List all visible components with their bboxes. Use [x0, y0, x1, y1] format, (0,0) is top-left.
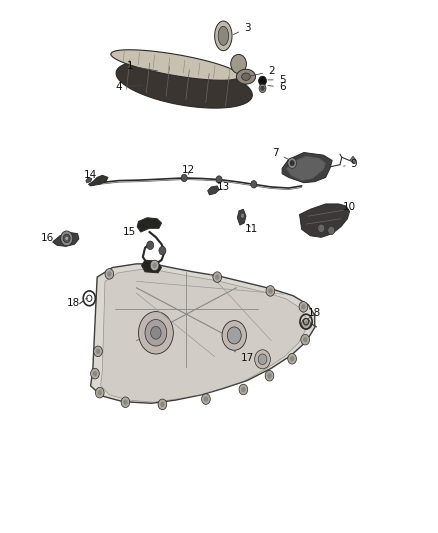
Text: 1: 1 [127, 61, 158, 71]
Circle shape [151, 326, 161, 339]
Circle shape [318, 224, 325, 232]
Circle shape [105, 269, 114, 279]
Text: 18: 18 [308, 308, 321, 319]
Polygon shape [88, 175, 108, 186]
Circle shape [94, 346, 102, 357]
Circle shape [231, 54, 247, 74]
Polygon shape [141, 260, 162, 273]
Circle shape [145, 319, 167, 346]
Circle shape [290, 160, 294, 166]
Polygon shape [208, 186, 219, 195]
Circle shape [215, 274, 219, 280]
Circle shape [266, 286, 275, 296]
Circle shape [303, 337, 307, 342]
Text: 2: 2 [250, 67, 275, 76]
Text: 11: 11 [245, 224, 258, 235]
Circle shape [213, 272, 222, 282]
Circle shape [261, 86, 264, 91]
Circle shape [159, 246, 166, 255]
Circle shape [251, 181, 257, 188]
Circle shape [98, 390, 102, 395]
Circle shape [222, 320, 247, 350]
Polygon shape [101, 270, 306, 402]
Text: 7: 7 [272, 148, 288, 159]
Text: 18: 18 [67, 297, 88, 308]
Text: 6: 6 [268, 82, 286, 92]
Circle shape [160, 402, 165, 407]
Circle shape [301, 304, 306, 310]
Circle shape [268, 288, 272, 294]
Circle shape [265, 370, 274, 381]
Circle shape [65, 237, 68, 240]
Circle shape [259, 84, 266, 93]
Polygon shape [282, 152, 332, 183]
Circle shape [240, 213, 245, 218]
Text: 4: 4 [116, 82, 142, 92]
Circle shape [123, 400, 127, 405]
Text: 13: 13 [217, 182, 230, 192]
Polygon shape [91, 264, 315, 403]
Circle shape [288, 158, 297, 168]
Text: 5: 5 [268, 75, 286, 85]
Text: 16: 16 [40, 233, 61, 243]
Circle shape [181, 174, 187, 182]
Polygon shape [137, 217, 162, 232]
Text: 14: 14 [84, 171, 103, 181]
Circle shape [328, 226, 335, 235]
Circle shape [302, 318, 311, 329]
Circle shape [258, 354, 267, 365]
Circle shape [63, 234, 70, 243]
Circle shape [299, 302, 308, 312]
Circle shape [301, 334, 310, 345]
Circle shape [267, 373, 272, 378]
Circle shape [138, 312, 173, 354]
Polygon shape [300, 204, 350, 237]
Text: 12: 12 [182, 165, 195, 175]
Polygon shape [237, 209, 246, 225]
Polygon shape [237, 69, 255, 84]
Circle shape [201, 394, 210, 405]
Circle shape [147, 241, 154, 249]
Polygon shape [242, 73, 251, 80]
Circle shape [239, 384, 248, 395]
Text: 10: 10 [335, 201, 356, 212]
Circle shape [204, 397, 208, 402]
Circle shape [152, 263, 157, 268]
Circle shape [107, 271, 112, 277]
Text: 3: 3 [233, 23, 251, 35]
Circle shape [121, 397, 130, 408]
Circle shape [258, 76, 266, 86]
Text: 17: 17 [235, 351, 254, 362]
Circle shape [254, 350, 270, 369]
Polygon shape [53, 232, 79, 246]
Text: 9: 9 [343, 159, 357, 168]
Polygon shape [215, 21, 232, 51]
Polygon shape [218, 26, 229, 45]
Circle shape [158, 399, 167, 410]
Circle shape [216, 176, 222, 183]
Circle shape [95, 387, 104, 398]
Circle shape [60, 231, 73, 246]
Circle shape [241, 387, 246, 392]
Circle shape [96, 349, 100, 354]
Circle shape [288, 353, 297, 364]
Polygon shape [286, 156, 325, 181]
Circle shape [150, 260, 159, 271]
Circle shape [227, 327, 241, 344]
Text: 15: 15 [123, 227, 140, 237]
Polygon shape [350, 156, 356, 163]
Circle shape [290, 356, 294, 361]
Circle shape [304, 321, 308, 326]
Polygon shape [86, 177, 92, 183]
Circle shape [91, 368, 99, 379]
Polygon shape [116, 60, 252, 108]
Circle shape [93, 371, 97, 376]
Polygon shape [111, 50, 240, 80]
